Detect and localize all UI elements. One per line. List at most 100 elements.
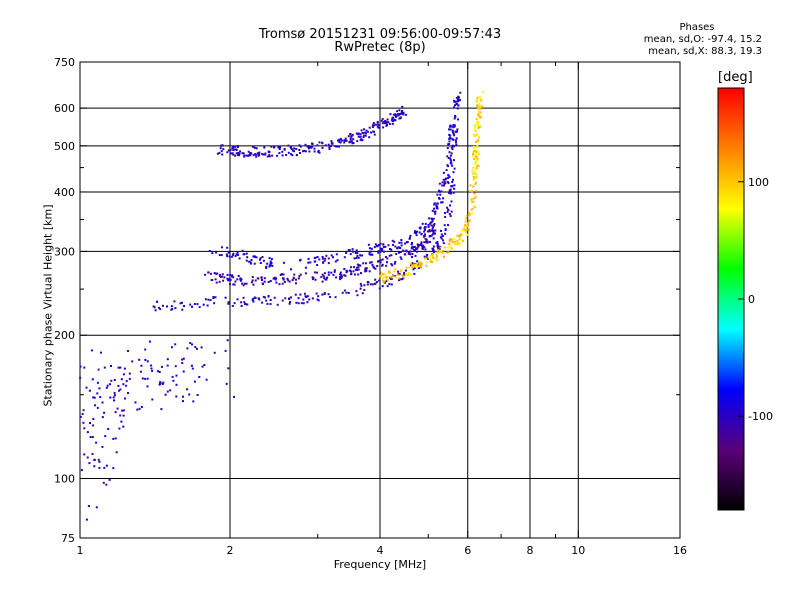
echo-point	[243, 301, 246, 304]
echo-point	[414, 265, 417, 268]
echo-point	[453, 117, 456, 120]
echo-point	[225, 382, 228, 385]
echo-point	[402, 249, 405, 252]
echo-point	[281, 150, 284, 153]
echo-point	[390, 263, 393, 266]
echo-point	[261, 153, 264, 155]
echo-point	[266, 302, 269, 305]
echo-point	[268, 257, 271, 260]
echo-point	[388, 123, 391, 125]
echo-point	[241, 152, 244, 155]
echo-point	[171, 375, 174, 378]
echo-point	[474, 153, 477, 156]
echo-point	[97, 458, 100, 461]
echo-point	[421, 248, 424, 250]
echo-point	[236, 251, 239, 254]
echo-point	[357, 266, 360, 269]
echo-point	[380, 272, 383, 275]
echo-point	[468, 213, 471, 216]
echo-point	[450, 162, 453, 165]
echo-point	[282, 277, 284, 280]
echo-point	[302, 150, 305, 153]
echo-point	[113, 392, 116, 395]
echo-point	[383, 281, 386, 284]
echo-point	[400, 257, 403, 260]
echo-point	[86, 456, 89, 459]
echo-point	[242, 284, 245, 287]
echo-point	[328, 148, 331, 150]
echo-point	[406, 250, 408, 253]
echo-point	[369, 261, 371, 264]
echo-point	[236, 145, 239, 147]
echo-point	[93, 396, 96, 399]
echo-point	[437, 250, 439, 253]
echo-point	[477, 165, 480, 167]
echo-point	[269, 303, 272, 305]
echo-point	[100, 351, 102, 354]
echo-point	[356, 263, 359, 266]
echo-point	[377, 124, 380, 127]
echo-point	[361, 139, 364, 142]
echo-point	[398, 251, 400, 254]
echo-point	[122, 414, 125, 417]
echo-point	[345, 271, 348, 274]
echo-point	[175, 374, 178, 377]
echo-point	[93, 458, 96, 461]
echo-point	[368, 270, 371, 273]
y-tick-label: 300	[54, 245, 75, 258]
echo-point	[471, 201, 474, 204]
echo-point	[480, 116, 483, 119]
phase-stats-title: Phases	[679, 22, 715, 33]
chart-title: Tromsø 20151231 09:56:00-09:57:43	[258, 27, 502, 42]
echo-point	[479, 107, 482, 110]
echo-point	[451, 131, 454, 134]
echo-point	[350, 266, 353, 269]
echo-point	[452, 132, 455, 135]
echo-point	[204, 298, 207, 301]
echo-point	[252, 145, 255, 148]
echo-point	[473, 178, 476, 181]
echo-point	[478, 108, 481, 111]
echo-point	[251, 279, 254, 282]
echo-point	[401, 110, 404, 112]
echo-point	[386, 276, 389, 279]
echo-point	[325, 276, 328, 279]
echo-point	[410, 247, 413, 250]
echo-point	[334, 260, 337, 263]
echo-point	[440, 237, 443, 240]
echo-point	[443, 246, 446, 249]
echo-point	[236, 298, 239, 301]
echo-point	[356, 252, 359, 255]
echo-point	[331, 141, 334, 144]
echo-point	[352, 270, 355, 273]
echo-point	[281, 282, 284, 285]
colorbar-tick-label: 100	[748, 176, 769, 189]
echo-point	[411, 241, 413, 244]
echo-point	[370, 261, 373, 264]
echo-point	[426, 241, 429, 244]
echo-point	[224, 296, 227, 299]
echo-point	[118, 389, 120, 392]
echo-point	[382, 276, 385, 279]
echo-point	[298, 275, 301, 278]
echo-point	[453, 184, 456, 187]
echo-point	[433, 202, 436, 205]
echo-point	[356, 140, 359, 143]
echo-point	[449, 158, 452, 161]
echo-point	[98, 460, 101, 463]
echo-point	[98, 466, 101, 469]
echo-point	[385, 276, 387, 279]
echo-point	[224, 349, 227, 352]
echo-point	[344, 139, 347, 142]
echo-point	[351, 142, 354, 145]
echo-point	[213, 302, 216, 305]
echo-point	[403, 273, 406, 276]
echo-point	[476, 159, 479, 162]
echo-point	[451, 148, 454, 151]
echo-point	[237, 151, 240, 154]
echo-point	[323, 292, 326, 295]
echo-point	[330, 254, 333, 257]
echo-point	[426, 253, 429, 256]
echo-point	[368, 247, 371, 250]
echo-point	[359, 282, 362, 285]
